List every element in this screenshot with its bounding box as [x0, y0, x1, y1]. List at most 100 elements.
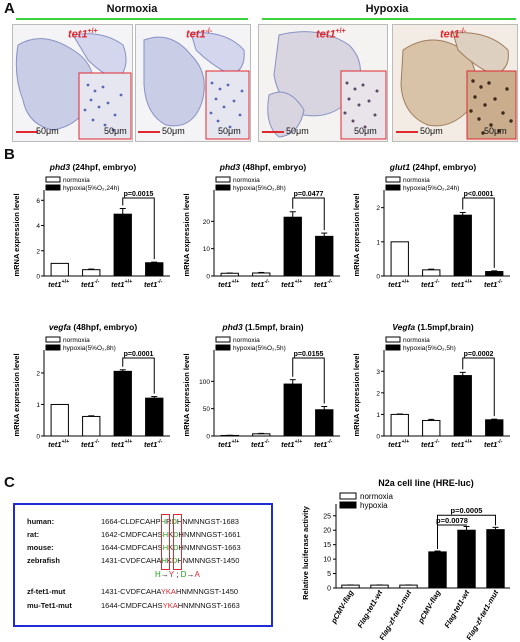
legend-swatch-normoxia [215, 336, 231, 343]
legend-swatch-normoxia [385, 176, 401, 183]
seq-name-zf-mut: zf-tet1-mut [27, 587, 66, 596]
mutation-note: H→Y ; D→A [155, 570, 200, 579]
y-tick-label: 0 [206, 434, 210, 441]
bar [252, 433, 271, 437]
chart-title: N2a cell line (HRE-luc) [378, 478, 474, 488]
p-value-bracket [122, 197, 155, 260]
chart-phd3-24hpf: phd3 (24hpf, embryo) mRNA expression leve… [12, 162, 170, 289]
bar [390, 241, 409, 277]
bar [399, 584, 418, 589]
y-tick-label: 1 [376, 239, 380, 246]
legend-label-hypoxia: hypoxia(5%O₂,24h) [63, 185, 119, 192]
x-tick-label: tet1-/- [484, 439, 503, 449]
y-tick-label: 10 [203, 246, 211, 253]
inset-scale-label-3: 50μm [354, 126, 377, 136]
p-value-label: p=0.0078 [436, 516, 468, 525]
bar [145, 262, 164, 277]
scale-label-2: 50μm [162, 126, 185, 136]
legend-label-hypoxia: hypoxia(5%O₂,5h) [233, 345, 286, 352]
bar [453, 214, 472, 277]
legend-label-normoxia: normoxia [63, 177, 90, 184]
bar [145, 397, 164, 437]
p-value-label: p=0.0015 [124, 191, 154, 198]
genotype-label-3: tet1+/+ [316, 28, 346, 41]
legend-label-normoxia: normoxia [233, 177, 260, 184]
bar [485, 271, 504, 277]
histology-image-hypoxia-wt [258, 24, 388, 142]
bar [390, 413, 409, 437]
x-tick-label: tet1+/+ [111, 279, 132, 289]
x-tick-label: tet1-/- [421, 439, 440, 449]
x-tick-label: tet1+/+ [451, 279, 472, 289]
y-axis-label: mRNA expression level [352, 193, 361, 276]
p-value-label: p<0.0001 [464, 191, 494, 198]
bar [82, 269, 101, 277]
y-tick-label: 6 [36, 198, 40, 205]
x-tick-label: Flag-zf-tet1-mut [377, 588, 413, 640]
legend-label-hypoxia: hypoxia(5%O₂,8h) [63, 345, 116, 352]
bar [315, 235, 334, 277]
y-tick-label: 2 [36, 370, 40, 377]
scale-label-3: 50μm [286, 126, 309, 136]
y-tick-label: 15 [323, 542, 331, 549]
x-tick-label: tet1-/- [81, 279, 100, 289]
y-axis-label: mRNA expression level [182, 193, 191, 276]
chart-title: phd3 (1.5mpf, brain) [221, 322, 303, 332]
x-tick-label: tet1+/+ [388, 279, 409, 289]
p-value-bracket [462, 197, 495, 268]
seq-row-zf-mut: 1431-CVDFCAHAYKAHNMNNGST-1450 [101, 587, 239, 596]
bar [422, 269, 441, 277]
genotype-label-4: tet1-/- [440, 28, 467, 41]
bar [370, 584, 389, 589]
legend-swatch-hypoxia [215, 344, 231, 351]
x-tick-label: tet1-/- [144, 439, 163, 449]
y-tick-label: 0 [206, 274, 210, 281]
y-tick-label: 0 [36, 434, 40, 441]
y-tick-label: 20 [203, 219, 211, 226]
panel-label-a: A [4, 0, 15, 17]
bar [283, 383, 302, 437]
legend-swatch-hypoxia [385, 344, 401, 351]
p-value-label: p=0.0477 [294, 191, 324, 198]
tissue-section-drawing [393, 25, 517, 141]
scale-bar-1 [16, 131, 38, 133]
highlight-box-d [173, 514, 182, 570]
bar [428, 551, 447, 589]
y-tick-label: 100 [199, 379, 210, 386]
bar [82, 415, 101, 437]
legend-swatch-hypoxia [45, 184, 61, 191]
legend-label-normoxia: normoxia [63, 337, 90, 344]
y-axis-label: mRNA expression level [12, 353, 21, 436]
chart-n2a-luciferase: N2a cell line (HRE-luc) Relative lucifera… [301, 478, 510, 640]
legend-swatch-normoxia [215, 176, 231, 183]
histology-image-hypoxia-ko [392, 24, 518, 142]
seq-row-mouse: 1644-CMDFCAHSHKDHNMNNGST-1663 [101, 543, 241, 552]
x-tick-label: tet1-/- [251, 279, 270, 289]
seq-name-mouse: mouse: [27, 543, 54, 552]
p-value-bracket [462, 357, 495, 417]
inset-scale-label-4: 50μm [484, 126, 507, 136]
tissue-section-drawing [13, 25, 132, 141]
bar [50, 262, 69, 277]
panel-label-c: C [4, 474, 15, 491]
legend-swatch-normoxia [339, 492, 357, 500]
seq-name-mu-mut: mu-Tet1-mut [27, 601, 72, 610]
x-tick-label: tet1-/- [484, 279, 503, 289]
chart-title: vegfa (48hpf, embryo) [49, 322, 138, 332]
x-tick-label: tet1+/+ [218, 439, 239, 449]
y-tick-label: 3 [376, 369, 380, 376]
bar [113, 213, 132, 277]
legend-label-normoxia: normoxia [360, 492, 393, 501]
seq-row-zebrafish: 1431-CVDFCAHAHKDHNMNNGST-1450 [101, 556, 240, 565]
bar [50, 403, 69, 437]
header-line-normoxia [16, 18, 248, 20]
x-tick-label: tet1+/+ [48, 279, 69, 289]
x-tick-label: tet1+/+ [218, 279, 239, 289]
chart-vegfa-48hpf: vegfa (48hpf, embryo) mRNA expression lev… [12, 322, 170, 449]
y-axis-label: mRNA expression level [182, 353, 191, 436]
legend-swatch-normoxia [385, 336, 401, 343]
chart-title: phd3 (48hpf, embryo) [219, 162, 307, 172]
p-value-bracket [437, 514, 496, 550]
histology-image-normoxia-wt [12, 24, 133, 142]
legend-swatch-normoxia [45, 176, 61, 183]
